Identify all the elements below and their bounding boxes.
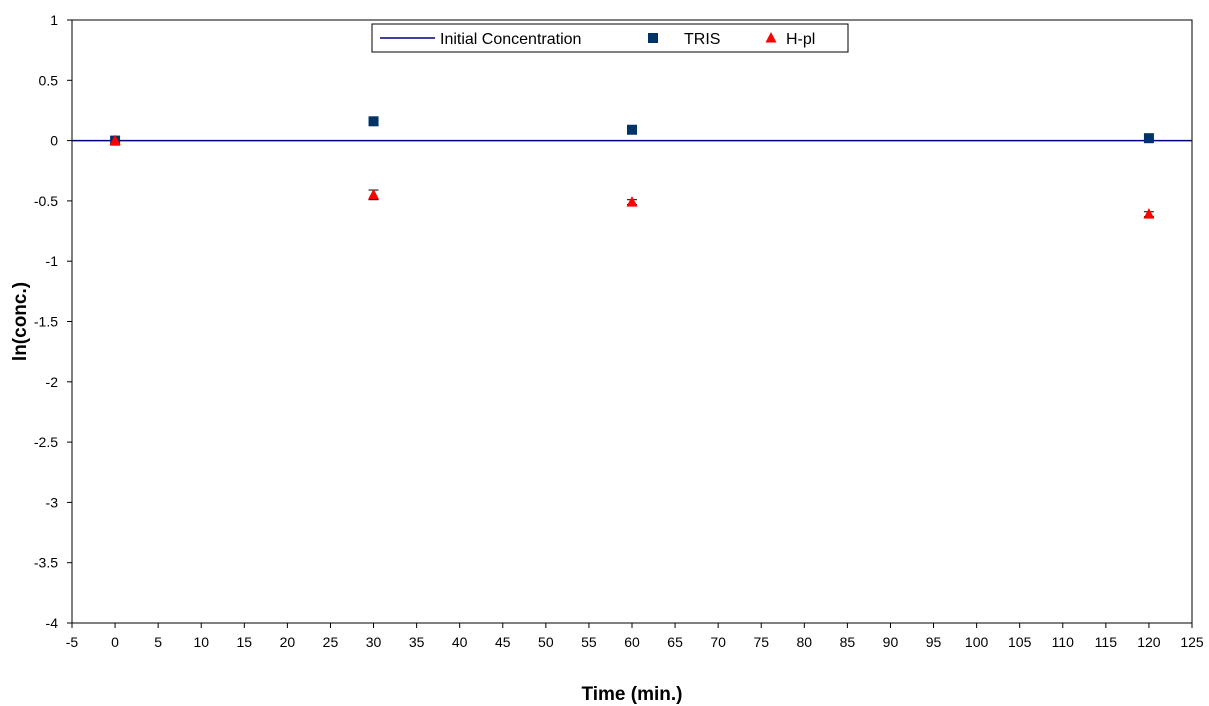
x-tick-label: 85: [840, 634, 856, 650]
x-tick-label: 15: [237, 634, 253, 650]
x-tick-label: 65: [667, 634, 683, 650]
x-tick-label: 55: [581, 634, 597, 650]
data-point: [368, 116, 379, 127]
data-point: [368, 188, 380, 200]
x-tick-label: 45: [495, 634, 511, 650]
data-point: [626, 196, 638, 207]
series-h-pl: [109, 134, 1155, 219]
x-axis-title: Time (min.): [582, 684, 683, 705]
y-axis-title: ln(conc.): [10, 282, 31, 361]
x-tick-label: 50: [538, 634, 554, 650]
legend-label: H-pl: [786, 31, 815, 48]
y-tick-label: -2: [46, 374, 59, 390]
y-tick-label: 1: [50, 12, 58, 28]
y-tick-label: 0: [50, 133, 58, 149]
x-tick-label: -5: [66, 634, 79, 650]
y-axis-ticks: 1 0.5 0 -0.5 -1 -1.5 -2 -2.5 -3 -3.5 -4: [34, 12, 72, 631]
x-tick-label: 80: [797, 634, 813, 650]
x-tick-label: 95: [926, 634, 942, 650]
x-axis-ticks: -5 0 5 10 15 20 25 30 35 40 45 50 55 60 65 70 75 80 85 90 95…: [66, 623, 1204, 650]
y-tick-label: -3: [46, 494, 59, 510]
legend-swatch: [765, 32, 777, 43]
x-tick-label: 25: [323, 634, 339, 650]
legend-label: Initial Concentration: [440, 31, 581, 48]
x-tick-label: 60: [624, 634, 640, 650]
legend-item: Initial Concentration: [380, 31, 581, 48]
plot-frame: [71, 19, 1193, 624]
x-tick-label: 120: [1137, 634, 1161, 650]
x-tick-label: 115: [1095, 634, 1118, 650]
x-tick-label: 125: [1180, 634, 1204, 650]
x-tick-label: 0: [111, 634, 119, 650]
series-layer: [72, 116, 1192, 219]
y-tick-label: 0.5: [39, 72, 59, 88]
legend: Initial Concentration TRIS H-pl: [371, 23, 849, 53]
plot-area: [71, 19, 1193, 624]
y-tick-label: -2.5: [34, 434, 58, 450]
x-tick-label: 105: [1008, 634, 1032, 650]
y-tick-label: -0.5: [34, 193, 58, 209]
y-tick-label: -3.5: [34, 555, 58, 571]
x-tick-label: 110: [1052, 634, 1075, 650]
x-tick-label: 70: [710, 634, 726, 650]
x-tick-label: 5: [154, 634, 162, 650]
legend-swatch: [648, 33, 658, 43]
y-tick-label: -1: [46, 253, 59, 269]
x-tick-label: 100: [965, 634, 989, 650]
x-tick-label: 75: [753, 634, 769, 650]
x-tick-label: 90: [883, 634, 899, 650]
x-tick-label: 40: [452, 634, 468, 650]
data-point: [1143, 208, 1155, 219]
x-tick-label: 30: [366, 634, 382, 650]
data-point: [109, 134, 121, 146]
legend-label: TRIS: [684, 31, 720, 48]
data-point: [1143, 133, 1154, 144]
x-tick-label: 35: [409, 634, 425, 650]
y-tick-label: -4: [46, 615, 59, 631]
y-tick-label: -1.5: [34, 314, 58, 330]
x-tick-label: 10: [193, 634, 209, 650]
data-point: [627, 124, 637, 135]
legend-item: TRIS: [648, 31, 720, 48]
x-tick-label: 20: [280, 634, 296, 650]
legend-item: H-pl: [765, 31, 815, 48]
